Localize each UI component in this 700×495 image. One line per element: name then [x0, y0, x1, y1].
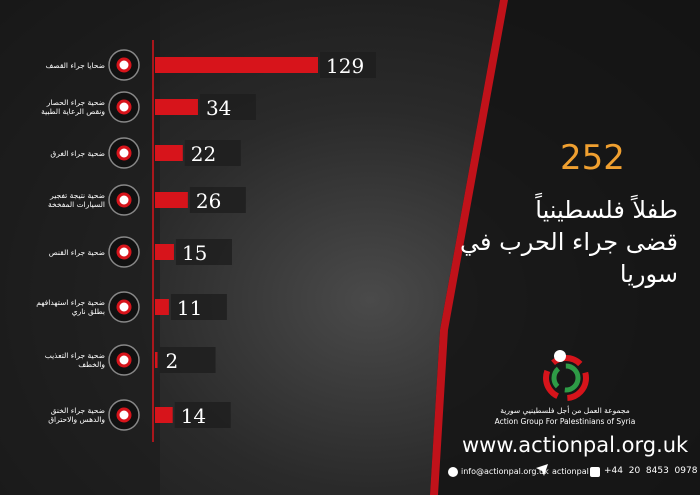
category-label: ضحية نتيجة تفجير السيارات المفخخة: [48, 191, 105, 209]
value-label: 2: [166, 349, 179, 373]
value-label: 14: [181, 404, 206, 428]
value-box: [199, 94, 256, 120]
handle: actionpal: [552, 467, 589, 476]
bar: [155, 244, 174, 260]
headline-line: سوريا: [619, 260, 678, 288]
icon-core: [116, 192, 132, 208]
value-box: [175, 239, 232, 265]
value-label: 26: [196, 189, 221, 213]
headline-line: قضى جراء الحرب في: [460, 228, 678, 256]
accent: [430, 0, 508, 495]
value-label: 34: [206, 96, 231, 120]
value-label: 11: [177, 296, 202, 320]
icon-core: [116, 407, 132, 423]
bar: [155, 299, 169, 315]
value-label: 129: [326, 54, 364, 78]
website: www.actionpal.org.uk: [462, 433, 689, 457]
icon-core: [116, 57, 132, 73]
category-label: ضحية جراء الغرق: [50, 148, 105, 158]
value-box: [170, 294, 227, 320]
category-label: ضحية جراء استهدافهم بطلق ناري: [36, 298, 105, 316]
phone: +44 20 8453 0978: [604, 466, 698, 476]
category-label: ضحايا جراء القصف: [45, 60, 105, 70]
org-arabic: مجموعة العمل من أجل فلسطينيي سورية: [500, 406, 630, 415]
bar: [155, 407, 173, 423]
bar: [155, 57, 318, 73]
value-box: [174, 402, 231, 428]
headline-line: طفلاً فلسطينياً: [535, 196, 678, 224]
value-box: [184, 140, 241, 166]
icon-core: [116, 244, 132, 260]
org-english: Action Group For Palestinians of Syria: [494, 417, 636, 426]
value-box: [159, 347, 216, 373]
icon-core: [116, 145, 132, 161]
bar: [155, 192, 188, 208]
bar: [155, 352, 158, 368]
side-panel: [430, 0, 700, 495]
value-label: 22: [191, 142, 216, 166]
category-label: ضحية جراء الحصار ونقص الرعاية الطبية: [41, 98, 105, 116]
value-label: 15: [182, 241, 207, 265]
email: info@actionpal.org.uk: [461, 467, 549, 476]
value-box: [189, 187, 246, 213]
category-label: ضحية جراء الخنق والدهس والاحتراق: [48, 406, 105, 424]
category-label: ضحية جراء التعذيب والخطف: [44, 351, 105, 369]
category-label: ضحية جراء القنص: [48, 247, 105, 257]
icon-core: [116, 99, 132, 115]
contact-icons: [448, 464, 600, 477]
value-box: [320, 52, 376, 78]
total: 252: [560, 138, 625, 178]
bar: [155, 145, 183, 161]
logo: [543, 350, 589, 401]
icon-core: [116, 299, 132, 315]
icon-core: [116, 352, 132, 368]
bar: [155, 99, 198, 115]
